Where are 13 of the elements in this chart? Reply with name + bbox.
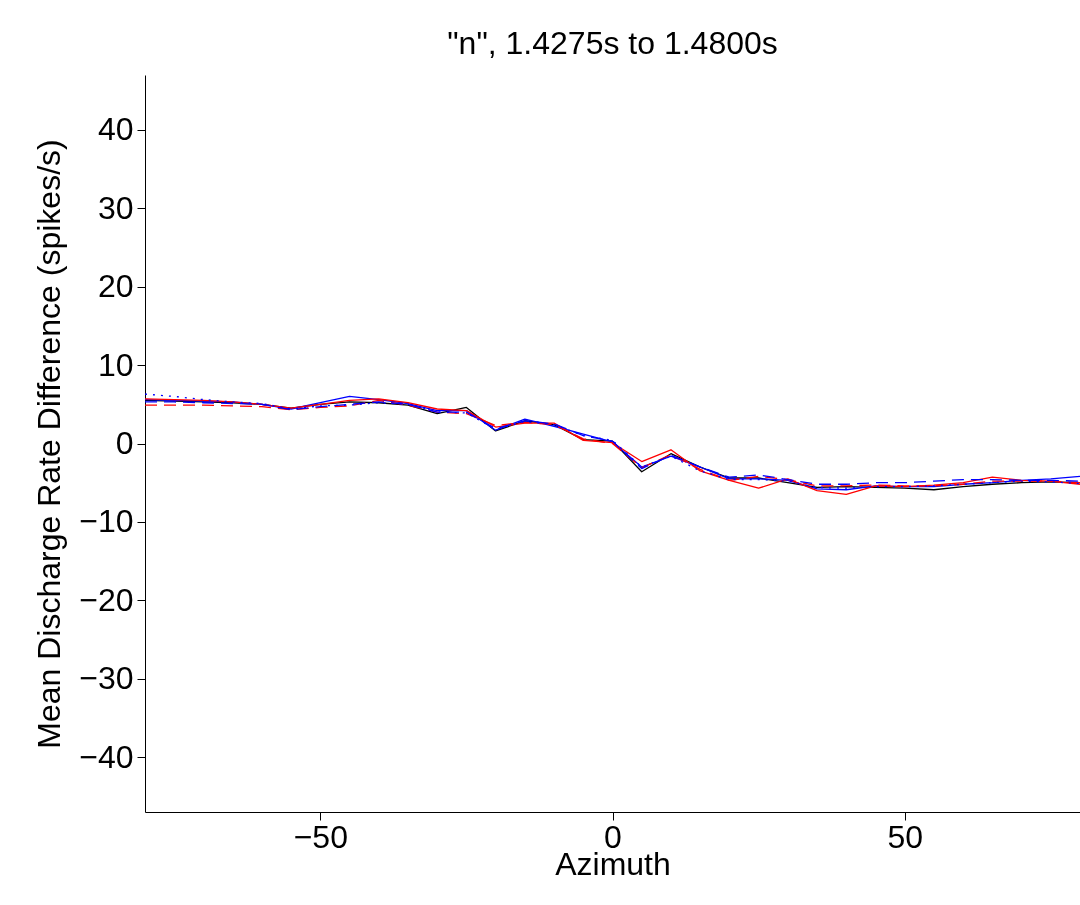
y-tick-label: −40	[79, 738, 134, 775]
y-tick-label: 20	[97, 268, 134, 305]
y-tick-label: 30	[97, 189, 134, 226]
y-tick-label: −30	[79, 660, 134, 697]
y-tick-label: 0	[115, 425, 134, 461]
y-tick-label: 40	[97, 111, 134, 148]
y-tick-label: −10	[79, 503, 134, 540]
chart-title: "n", 1.4275s to 1.4800s	[447, 25, 778, 61]
y-tick-label: −20	[79, 581, 134, 618]
x-tick-label: 50	[887, 818, 923, 855]
y-axis-title: Mean Discharge Rate Difference (spikes/s)	[31, 139, 68, 749]
x-tick-label: −50	[293, 818, 348, 855]
y-tick-label: 10	[97, 346, 134, 383]
